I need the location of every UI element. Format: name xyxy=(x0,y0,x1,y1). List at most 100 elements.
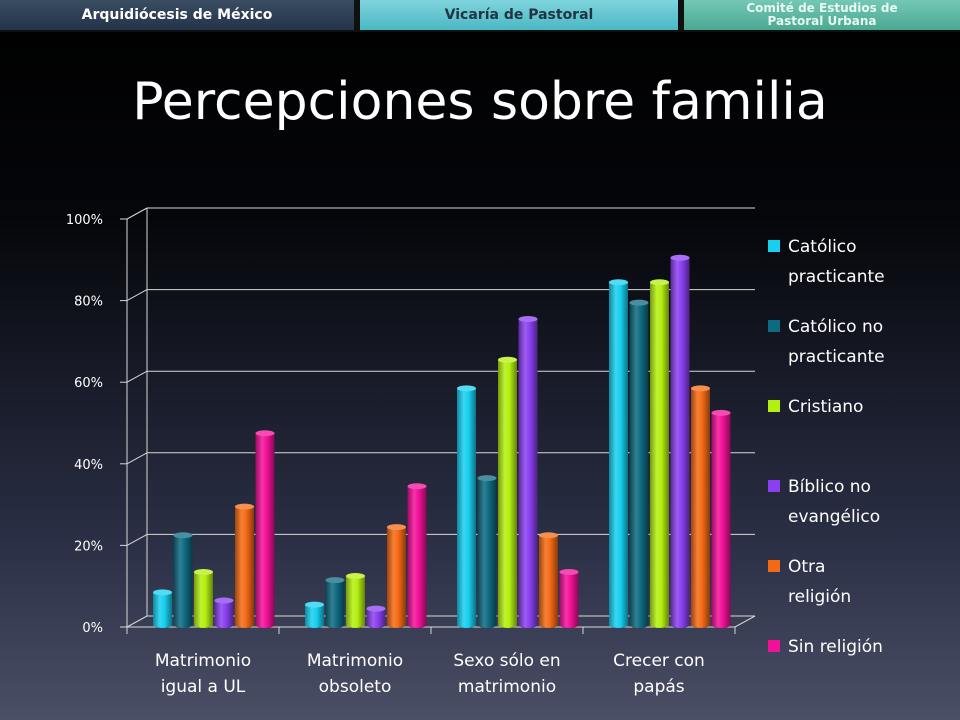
slide-title: Percepciones sobre familia xyxy=(132,72,828,132)
bar-body xyxy=(407,486,427,628)
legend-swatch xyxy=(768,240,780,252)
bar-cap xyxy=(609,279,628,286)
bar-cap xyxy=(255,430,275,437)
bar-cap xyxy=(670,254,690,261)
bar xyxy=(173,532,193,628)
bar-cap xyxy=(173,532,193,539)
legend-label-line: evangélico xyxy=(788,507,881,527)
bar-body xyxy=(346,576,365,628)
legend-swatch xyxy=(768,480,780,492)
bar-cap xyxy=(153,589,172,596)
tab-arquidiocesis-label: Arquidiócesis de México xyxy=(81,7,273,23)
bar-body xyxy=(366,608,386,628)
legend-item: Bíblico no evangélico xyxy=(768,472,928,532)
legend-label-line: religión xyxy=(788,587,852,607)
legend-label: Católico no practicante xyxy=(788,312,928,372)
bar xyxy=(153,589,172,628)
bar-cap xyxy=(629,299,649,306)
bar-cap xyxy=(711,409,731,416)
bar xyxy=(255,430,275,628)
legend-swatch xyxy=(768,400,780,412)
gridline-depth xyxy=(126,289,148,302)
bar-cap xyxy=(194,568,213,575)
tab-vicaria[interactable]: Vicaría de Pastoral xyxy=(360,0,678,30)
bar xyxy=(387,524,406,628)
x-category-label: igual a UL xyxy=(161,677,246,697)
bar xyxy=(670,254,690,628)
legend-swatch xyxy=(768,560,780,572)
bar-body xyxy=(498,359,517,628)
bar-cap xyxy=(387,524,406,531)
bar-body xyxy=(457,388,476,628)
bar xyxy=(539,532,558,628)
legend-label: Bíblico no evangélico xyxy=(788,472,928,532)
bar-body xyxy=(539,535,558,628)
bar-body xyxy=(518,319,538,628)
legend-label-line: Católico no xyxy=(788,317,884,337)
legend-label-line: Bíblico no xyxy=(788,477,871,497)
bar xyxy=(498,356,517,628)
bar-body xyxy=(235,506,254,628)
bar-body xyxy=(255,433,275,628)
bar-body xyxy=(477,478,497,628)
bar xyxy=(691,385,710,628)
bar-body xyxy=(325,580,345,628)
bar-cap xyxy=(407,483,427,490)
legend-item: Sin religión xyxy=(768,632,928,662)
bar xyxy=(235,503,254,628)
bar-body xyxy=(194,571,213,628)
gridline-depth xyxy=(126,207,148,220)
legend-label-line: Otra xyxy=(788,557,826,577)
bar xyxy=(325,577,345,628)
legend-label: Otra religión xyxy=(788,552,928,612)
tab-comite[interactable]: Comité de Estudios de Pastoral Urbana xyxy=(684,0,960,30)
bar xyxy=(407,483,427,628)
tab-arquidiocesis[interactable]: Arquidiócesis de México xyxy=(0,0,354,30)
bar-body xyxy=(650,282,669,628)
x-category-label: Matrimonio xyxy=(155,651,251,671)
header-bar: Arquidiócesis de México Vicaría de Pasto… xyxy=(0,0,960,32)
bar-cap xyxy=(498,356,517,363)
bar-body xyxy=(153,592,172,628)
gridline-depth xyxy=(126,533,148,546)
tab-vicaria-label: Vicaría de Pastoral xyxy=(444,7,594,23)
x-category-label: papás xyxy=(633,677,684,697)
bar xyxy=(609,279,628,628)
bar-body xyxy=(629,302,649,628)
bar-body xyxy=(691,388,710,628)
legend-swatch xyxy=(768,320,780,332)
x-category-label: obsoleto xyxy=(319,677,392,697)
gridline-depth xyxy=(126,615,148,628)
bar-cap xyxy=(235,503,254,510)
legend-label-line: Católico xyxy=(788,237,857,257)
bar xyxy=(629,299,649,628)
legend-label-line: practicante xyxy=(788,267,885,287)
bar-cap xyxy=(325,577,345,584)
bar-cap xyxy=(366,605,386,612)
legend-label: Católico practicante xyxy=(788,232,928,292)
bar-body xyxy=(609,282,628,628)
bar xyxy=(518,316,538,628)
y-tick-label: 80% xyxy=(74,295,103,310)
bar-body xyxy=(559,571,579,628)
bar-body xyxy=(214,600,234,628)
bar xyxy=(305,601,324,628)
x-category-label: Sexo sólo en xyxy=(453,651,560,671)
gridline-depth xyxy=(126,452,148,465)
bar-cap xyxy=(305,601,324,608)
tab-comite-label-line2: Pastoral Urbana xyxy=(767,14,877,28)
x-category-label: Matrimonio xyxy=(307,651,403,671)
legend-item: Cristiano xyxy=(768,392,928,422)
bar-body xyxy=(173,535,193,628)
bar-cap xyxy=(518,316,538,322)
bar xyxy=(214,597,234,628)
bar xyxy=(366,605,386,628)
bar-cap xyxy=(691,385,710,392)
legend-item: Católico practicante xyxy=(768,232,928,292)
legend-item: Otra religión xyxy=(768,552,928,612)
legend-swatch xyxy=(768,640,780,652)
bar-cap xyxy=(346,573,365,580)
bar-cap xyxy=(559,568,579,575)
bar xyxy=(650,279,669,628)
